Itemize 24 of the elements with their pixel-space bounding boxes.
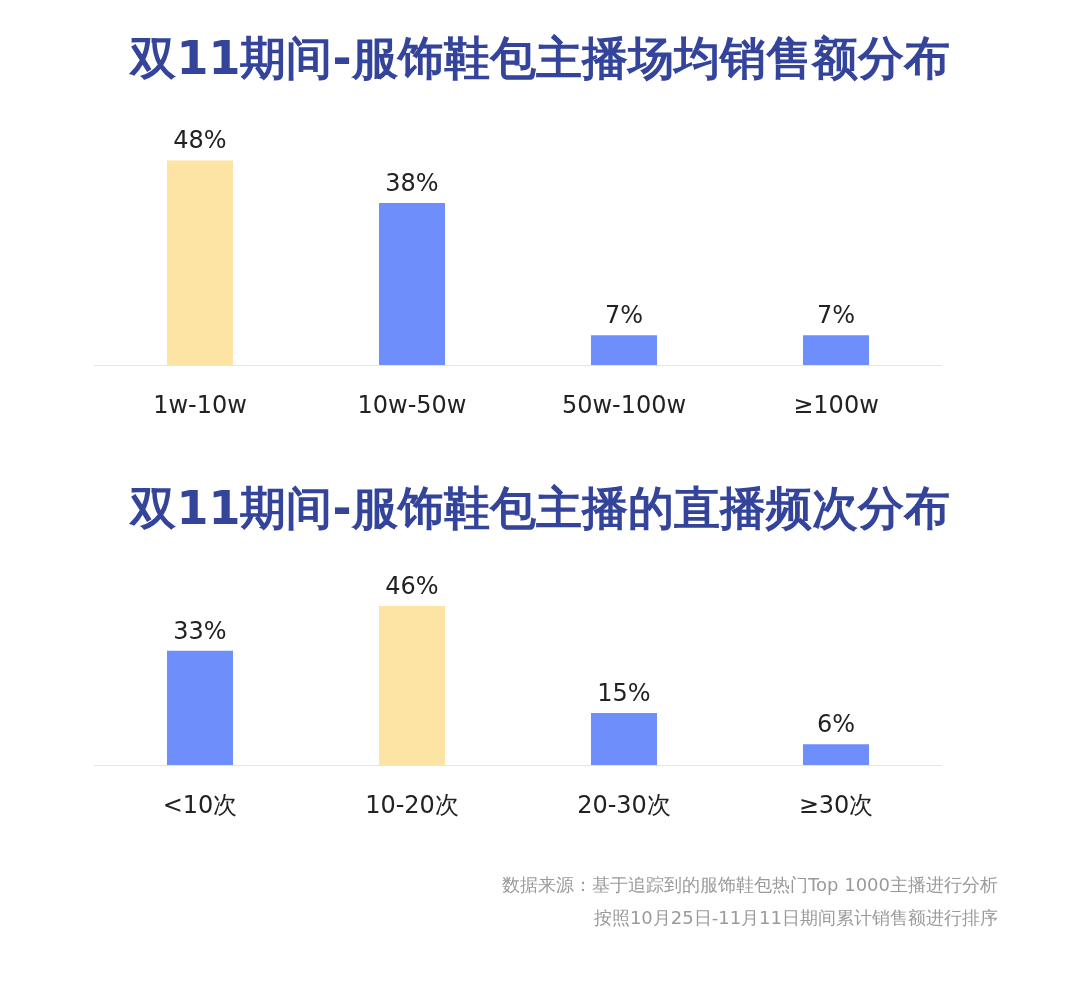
text: 按照10月25日-11月11日期间累计销售额进行排序 [593, 906, 998, 928]
data-label: 7% [604, 301, 644, 330]
bar [591, 713, 657, 765]
source-note: 数据来源：基于追踪到的服饰鞋包热门Top 1000主播进行分析 [502, 873, 998, 895]
x-tick-label: <10次 [162, 791, 238, 819]
data-label: 6% [816, 710, 856, 739]
x-tick-label: 50w-100w [561, 391, 687, 419]
data-label: 48% [173, 126, 227, 155]
x-tick-label: ≥100w [793, 391, 879, 419]
chart-title: 双11期间-服饰鞋包主播场均销售额分布 [128, 31, 950, 85]
data-label: 46% [385, 571, 439, 600]
data-label: 7% [816, 301, 856, 330]
x-tick-label: 1w-10w [153, 391, 247, 419]
bar [803, 744, 869, 765]
x-tick-label: 20-30次 [577, 791, 671, 819]
data-label: 38% [385, 169, 439, 198]
x-tick-label: 10-20次 [365, 791, 459, 819]
data-label: 33% [173, 616, 227, 645]
x-tick-label: ≥30次 [798, 791, 874, 819]
bar [379, 605, 445, 765]
bar [167, 650, 233, 765]
data-label: 15% [597, 679, 651, 708]
chart-title: 双11期间-服饰鞋包主播的直播频次分布 [128, 481, 950, 535]
x-tick-label: 10w-50w [357, 391, 467, 419]
